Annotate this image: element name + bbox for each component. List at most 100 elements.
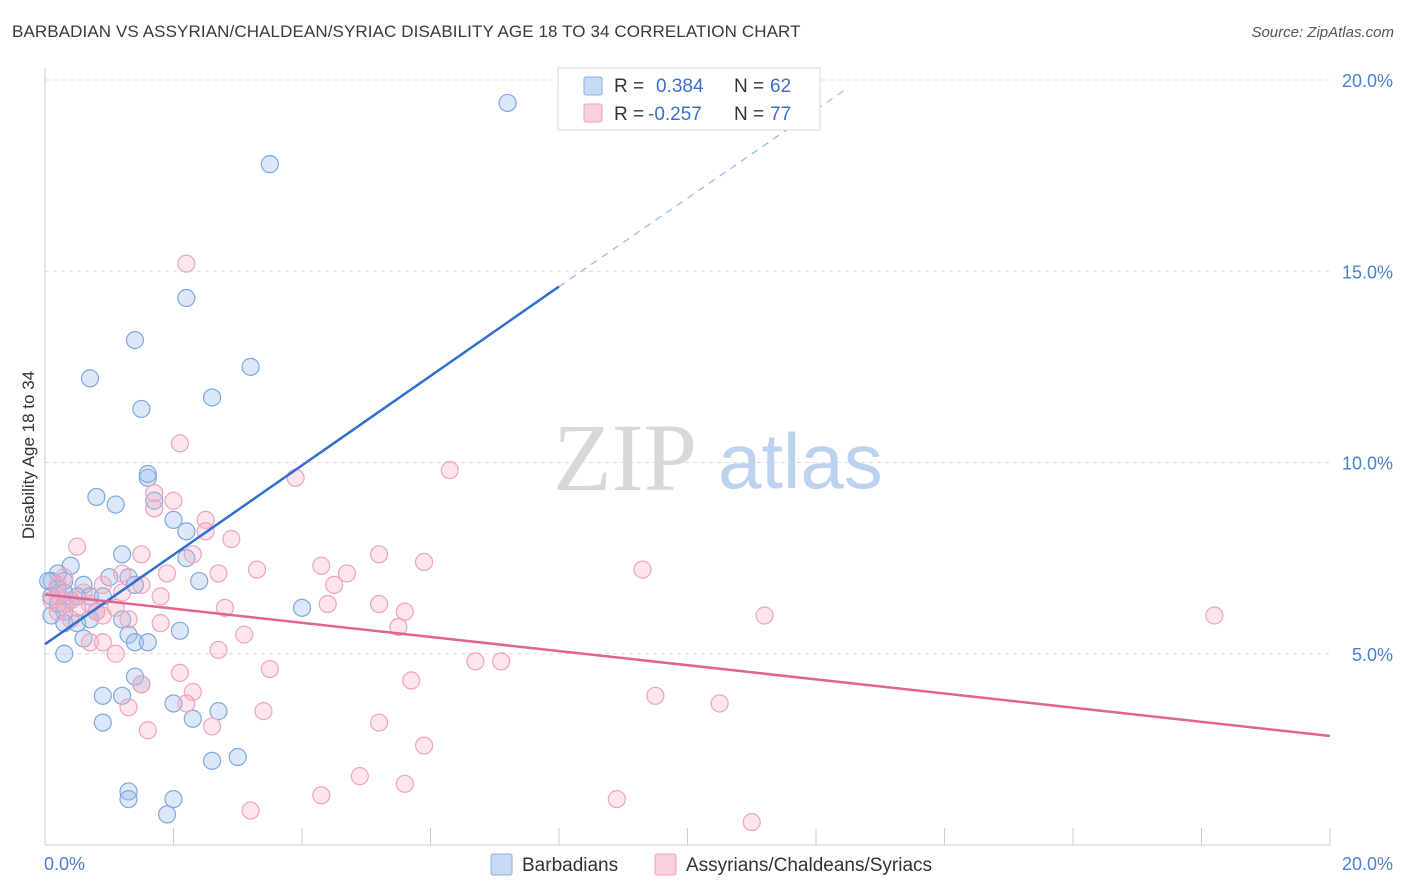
point-barbadian-46	[125, 633, 145, 652]
point-assyrian-63	[254, 702, 273, 721]
point-barbadian-57	[228, 747, 247, 767]
point-barbadian-11	[145, 491, 164, 510]
point-barbadian-14	[177, 522, 196, 541]
point-assyrian-5	[164, 491, 183, 510]
point-assyrian-35	[215, 598, 234, 617]
point-barbadian-22	[190, 571, 209, 591]
x-tick-label-0: 0.0%	[44, 854, 85, 874]
point-assyrian-67	[414, 736, 434, 755]
point-assyrian-70	[312, 786, 331, 805]
point-assyrian-2	[440, 461, 459, 480]
point-barbadian-62	[157, 805, 177, 824]
point-barbadian-2	[177, 288, 196, 308]
point-assyrian-56	[402, 671, 421, 690]
legend-n-label-2: N =	[734, 104, 764, 125]
point-barbadian-60	[164, 789, 183, 809]
watermark-zip: ZIP	[553, 404, 697, 511]
legend-n-value-1: 62	[770, 76, 791, 97]
legend-box: R = 0.384 N = 62 R = -0.257 N = 77	[557, 67, 821, 131]
point-assyrian-23	[132, 575, 151, 595]
point-assyrian-60	[710, 694, 729, 713]
legend-n-value-2: 77	[770, 104, 791, 125]
point-assyrian-53	[466, 652, 485, 671]
point-assyrian-22	[325, 575, 344, 595]
point-barbadian-40	[112, 610, 132, 629]
tick-labels: 5.0% 10.0% 15.0% 20.0% 0.0% 20.0%	[44, 71, 1393, 874]
point-barbadian-7	[132, 399, 151, 419]
point-barbadian-15	[112, 545, 132, 564]
point-barbadian-3	[125, 331, 145, 350]
point-barbadian-54	[209, 702, 228, 721]
point-assyrian-47	[235, 625, 254, 644]
point-assyrian-34	[318, 594, 337, 614]
trend-line-assyrians	[44, 593, 1331, 738]
bottom-legend: Barbadians Assyrians/Chaldeans/Syriacs	[490, 853, 932, 876]
point-assyrian-55	[170, 663, 190, 682]
bottom-legend-label-assyrians: Assyrians/Chaldeans/Syriacs	[686, 855, 932, 876]
point-assyrian-40	[395, 602, 414, 621]
point-assyrian-72	[241, 801, 260, 820]
point-assyrian-1	[170, 434, 190, 453]
legend-swatch-assyrians	[583, 103, 603, 123]
point-assyrian-3	[286, 468, 305, 487]
point-assyrian-65	[370, 713, 389, 732]
point-assyrian-71	[607, 789, 626, 809]
point-barbadian-12	[106, 495, 125, 514]
point-assyrian-66	[138, 721, 157, 740]
point-assyrian-42	[1205, 606, 1224, 625]
point-barbadian-58	[202, 751, 222, 770]
point-assyrian-36	[68, 598, 87, 617]
point-assyrian-13	[370, 545, 389, 564]
point-assyrian-51	[106, 644, 125, 663]
point-barbadian-35	[292, 598, 312, 617]
grid-lines	[45, 79, 1330, 655]
point-assyrian-75	[55, 568, 74, 587]
point-barbadian-5	[80, 369, 100, 388]
point-assyrian-76	[93, 606, 112, 625]
point-assyrian-68	[350, 767, 369, 786]
y-tick-label-3: 20.0%	[1342, 71, 1393, 91]
point-barbadian-9	[138, 464, 157, 484]
point-assyrian-54	[260, 659, 279, 679]
bottom-legend-swatch-assyrians	[654, 853, 677, 876]
point-assyrian-62	[119, 698, 138, 717]
point-assyrian-20	[157, 564, 177, 583]
point-assyrian-73	[742, 812, 761, 832]
point-barbadian-52	[112, 686, 132, 705]
point-assyrian-43	[119, 610, 138, 629]
watermark: ZIP atlas	[553, 404, 883, 511]
point-assyrian-6	[145, 499, 164, 518]
point-barbadian-43	[170, 621, 190, 640]
point-assyrian-48	[80, 633, 100, 652]
point-barbadian-4	[241, 357, 260, 376]
watermark-atlas: atlas	[718, 417, 883, 505]
y-tick-label-2: 15.0%	[1342, 262, 1393, 282]
point-assyrian-69	[395, 774, 414, 793]
legend-r-value-1: 0.384	[656, 76, 704, 97]
point-assyrian-52	[492, 652, 511, 671]
point-assyrian-45	[151, 614, 170, 633]
point-assyrian-49	[93, 633, 112, 652]
point-barbadian-0	[498, 93, 517, 113]
axes	[44, 68, 1331, 846]
point-assyrian-41	[755, 606, 774, 625]
point-assyrian-58	[183, 682, 202, 702]
point-barbadian-51	[93, 686, 112, 705]
point-assyrian-57	[132, 675, 151, 694]
point-assyrian-64	[202, 717, 222, 736]
bottom-legend-swatch-barbadians	[490, 853, 513, 876]
point-assyrian-17	[633, 560, 652, 579]
point-assyrian-0	[177, 254, 196, 273]
point-assyrian-27	[151, 587, 170, 606]
legend-r-label-2: R =	[614, 104, 644, 125]
point-assyrian-15	[312, 556, 331, 575]
y-axis-label: Disability Age 18 to 34	[19, 371, 38, 539]
legend-n-label-1: N =	[734, 76, 764, 97]
x-tick-label-1: 20.0%	[1342, 854, 1393, 874]
y-tick-label-0: 5.0%	[1352, 645, 1393, 665]
point-barbadian-48	[55, 644, 74, 663]
chart-title: BARBADIAN VS ASSYRIAN/CHALDEAN/SYRIAC DI…	[12, 22, 801, 41]
point-barbadian-13	[164, 510, 183, 529]
point-assyrian-19	[112, 564, 132, 583]
